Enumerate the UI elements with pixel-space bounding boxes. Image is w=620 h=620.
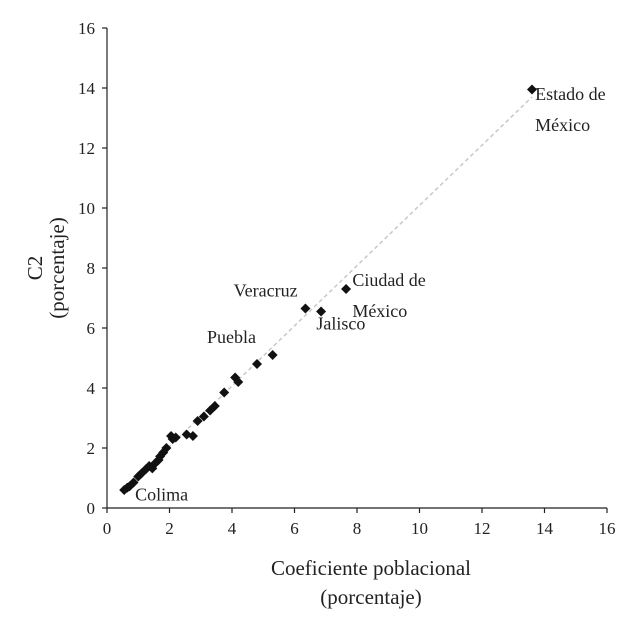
x-tick-label: 2	[165, 519, 174, 538]
point-annotation: Jalisco	[316, 314, 365, 334]
axes	[106, 28, 607, 509]
y-ticks: 0 2 4 6 8 10 12 14 16	[78, 19, 107, 518]
y-tick-label: 8	[87, 259, 96, 278]
data-point	[198, 411, 209, 422]
point-annotation: Estado de	[535, 84, 605, 104]
data-point	[128, 477, 139, 488]
point-annotation: Veracruz	[234, 281, 298, 301]
data-point	[316, 306, 327, 317]
x-tick-label: 10	[411, 519, 428, 538]
data-point	[192, 416, 203, 426]
data-points	[119, 84, 537, 495]
data-point	[209, 401, 220, 411]
point-annotation: México	[352, 301, 407, 321]
y-tick-label: 6	[87, 319, 96, 338]
y-tick-label: 2	[87, 439, 96, 458]
point-annotation: Puebla	[207, 327, 256, 347]
y-tick-label: 10	[78, 199, 95, 218]
axis-titles: Coeficiente poblacional (porcentaje) C2 …	[23, 217, 471, 609]
data-point	[267, 350, 278, 360]
point-annotation: Ciudad de	[352, 270, 426, 290]
y-tick-label: 4	[87, 379, 96, 398]
x-tick-label: 12	[474, 519, 491, 538]
x-axis-title-line-2: (porcentaje)	[320, 585, 421, 609]
y-tick-label: 0	[87, 499, 96, 518]
x-tick-label: 14	[536, 519, 554, 538]
data-point	[300, 303, 311, 314]
x-ticks: 0 2 4 6 8 10 12 14 16	[103, 508, 616, 538]
point-annotation: Colima	[135, 485, 188, 505]
y-axis-title-line-2: (porcentaje)	[45, 217, 69, 318]
data-point	[252, 359, 262, 369]
trendline	[122, 96, 533, 493]
data-point	[161, 443, 172, 453]
data-point	[219, 387, 230, 398]
annotations: Estado de México Ciudad de México Veracruz Ja…	[135, 84, 605, 505]
trendline-layer	[122, 96, 533, 493]
y-tick-label: 16	[78, 19, 95, 38]
data-point	[187, 431, 198, 441]
x-axis-title-line-1: Coeficiente poblacional	[271, 556, 471, 580]
x-tick-label: 6	[290, 519, 299, 538]
y-tick-label: 14	[78, 79, 96, 98]
y-tick-label: 12	[78, 139, 95, 158]
x-tick-label: 0	[103, 519, 112, 538]
data-point	[341, 284, 352, 294]
y-axis-title-line-1: C2	[23, 256, 47, 281]
x-tick-label: 8	[353, 519, 362, 538]
point-annotation: México	[535, 115, 590, 135]
x-tick-label: 4	[228, 519, 237, 538]
data-point	[170, 432, 181, 443]
x-tick-label: 16	[599, 519, 616, 538]
data-point	[233, 377, 244, 387]
data-point	[527, 84, 537, 95]
